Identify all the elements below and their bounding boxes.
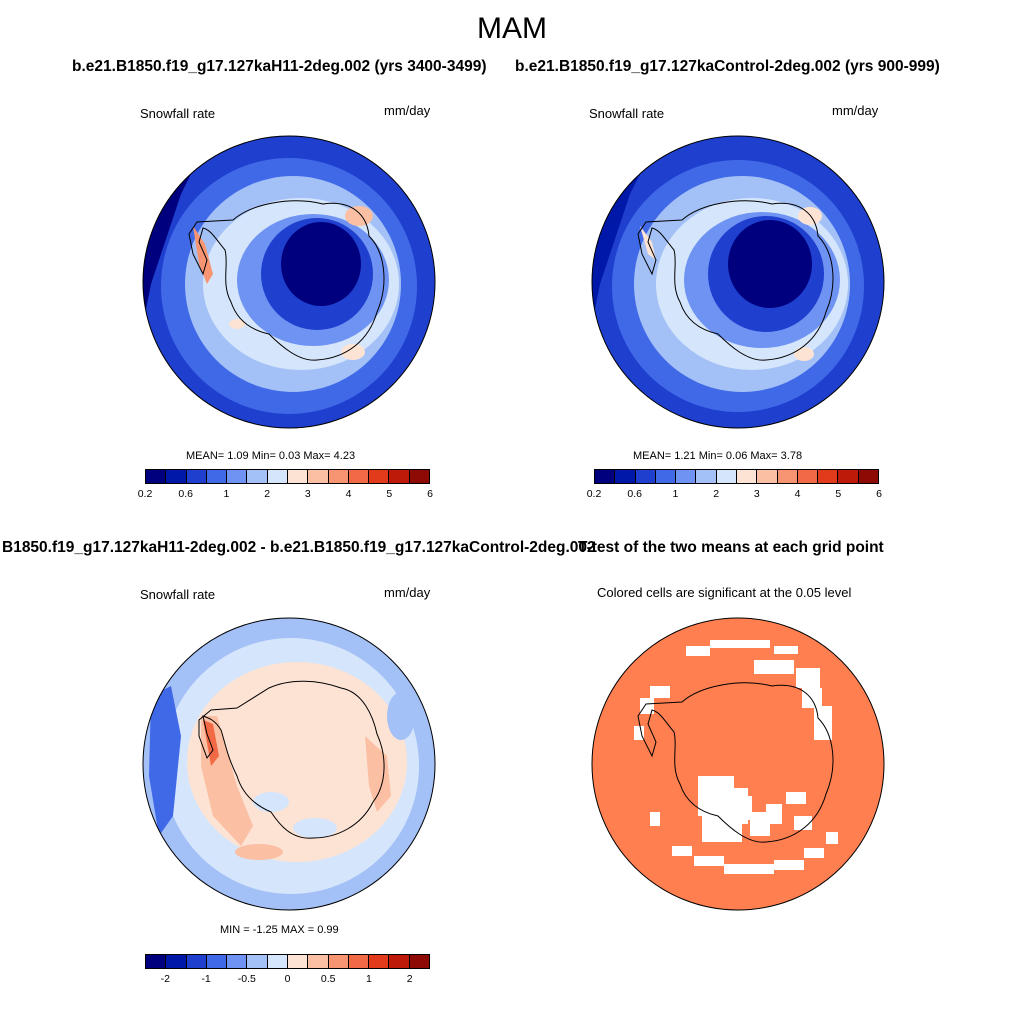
colorbar-swatch xyxy=(308,955,329,968)
colorbar-swatch xyxy=(858,470,878,483)
panel1-colorbar xyxy=(145,469,430,484)
panel2-variable-label: Snowfall rate xyxy=(589,106,665,121)
panel1-coastline xyxy=(188,200,385,361)
colorbar-swatch xyxy=(777,470,798,483)
panel2-heading: b.e21.B1850.f19_g17.127kaControl-2deg.00… xyxy=(515,58,940,75)
colorbar-tick-label: 0.6 xyxy=(627,488,643,500)
colorbar-swatch xyxy=(797,470,819,483)
colorbar-swatch xyxy=(696,470,717,483)
panel2-map xyxy=(591,135,885,429)
colorbar-tick-label: 4 xyxy=(794,488,801,500)
colorbar-swatch xyxy=(655,470,677,483)
colorbar-tick-label: -0.5 xyxy=(237,973,256,985)
panel4-subtitle: Colored cells are significant at the 0.0… xyxy=(597,585,852,600)
colorbar-tick-label: -1 xyxy=(201,973,211,985)
colorbar-tick-label: 1 xyxy=(366,973,372,985)
colorbar-tick-label: 4 xyxy=(345,488,352,500)
panel1-stats: MEAN= 1.09 Min= 0.03 Max= 4.23 xyxy=(186,450,356,462)
colorbar-swatch xyxy=(267,955,288,968)
panel3-units-label: mm/day xyxy=(384,585,431,600)
colorbar-tick-label: 2 xyxy=(406,973,413,985)
panel1-variable-label: Snowfall rate xyxy=(140,106,216,121)
colorbar-swatch xyxy=(146,470,167,483)
colorbar-tick-label: 5 xyxy=(835,488,842,500)
colorbar-swatch xyxy=(838,470,859,483)
colorbar-swatch xyxy=(186,955,207,968)
colorbar-swatch xyxy=(308,470,329,483)
colorbar-tick-label: 0.5 xyxy=(320,973,336,985)
colorbar-swatch xyxy=(328,955,349,968)
colorbar-swatch xyxy=(818,470,839,483)
colorbar-tick-label: 6 xyxy=(427,488,433,500)
colorbar-swatch xyxy=(369,470,390,483)
colorbar-swatch xyxy=(757,470,778,483)
colorbar-tick-label: 0.2 xyxy=(137,488,153,500)
colorbar-swatch xyxy=(676,470,697,483)
colorbar-swatch xyxy=(287,955,309,968)
panel3-colorbar xyxy=(145,954,430,969)
colorbar-swatch xyxy=(247,955,268,968)
colorbar-swatch xyxy=(328,470,349,483)
colorbar-tick-label: -2 xyxy=(160,973,171,985)
colorbar-tick-label: 5 xyxy=(386,488,393,500)
colorbar-swatch xyxy=(348,470,370,483)
panel3-coastline xyxy=(198,680,385,839)
colorbar-tick-label: 2 xyxy=(264,488,271,500)
panel4-coastline xyxy=(637,682,834,843)
panel4-map xyxy=(591,617,885,911)
colorbar-tick-label: 1 xyxy=(223,488,230,500)
panel2-stats: MEAN= 1.21 Min= 0.06 Max= 3.78 xyxy=(633,450,803,462)
colorbar-swatch xyxy=(716,470,737,483)
panel1-units-label: mm/day xyxy=(384,103,431,118)
colorbar-swatch xyxy=(206,955,228,968)
panel4-map-border xyxy=(591,617,885,911)
panel4-heading: T-test of the two means at each grid poi… xyxy=(578,539,884,556)
colorbar-swatch xyxy=(389,470,410,483)
panel3-stats: MIN = -1.25 MAX = 0.99 xyxy=(220,924,339,936)
colorbar-swatch xyxy=(267,470,288,483)
panel3-heading: B1850.f19_g17.127kaH11-2deg.002 - b.e21.… xyxy=(2,539,596,556)
colorbar-swatch xyxy=(736,470,758,483)
panel2-map-border xyxy=(591,135,885,429)
colorbar-swatch xyxy=(287,470,309,483)
colorbar-swatch xyxy=(166,470,187,483)
panel2-coastline xyxy=(637,200,834,361)
panel3-map xyxy=(142,617,436,911)
colorbar-tick-label: 2 xyxy=(713,488,720,500)
colorbar-swatch xyxy=(369,955,390,968)
panel1-map xyxy=(142,135,436,429)
panel1-heading: b.e21.B1850.f19_g17.127kaH11-2deg.002 (y… xyxy=(72,58,487,75)
colorbar-swatch xyxy=(146,955,167,968)
colorbar-swatch xyxy=(409,955,429,968)
colorbar-swatch xyxy=(409,470,429,483)
colorbar-swatch xyxy=(348,955,370,968)
panel3-map-border xyxy=(142,617,436,911)
colorbar-tick-label: 0 xyxy=(284,973,291,985)
colorbar-tick-label: 3 xyxy=(753,488,760,500)
colorbar-swatch xyxy=(595,470,616,483)
colorbar-tick-label: 0.2 xyxy=(586,488,602,500)
panel2-colorbar xyxy=(594,469,879,484)
panel3-variable-label: Snowfall rate xyxy=(140,587,216,602)
colorbar-swatch xyxy=(227,470,248,483)
colorbar-tick-label: 6 xyxy=(876,488,882,500)
colorbar-swatch xyxy=(635,470,656,483)
panel1-map-border xyxy=(142,135,436,429)
colorbar-tick-label: 3 xyxy=(304,488,311,500)
colorbar-swatch xyxy=(206,470,228,483)
colorbar-tick-label: 1 xyxy=(672,488,679,500)
panel2-units-label: mm/day xyxy=(832,103,879,118)
colorbar-swatch xyxy=(186,470,207,483)
colorbar-swatch xyxy=(615,470,636,483)
figure-title: MAM xyxy=(477,12,547,45)
colorbar-tick-label: 0.6 xyxy=(178,488,194,500)
colorbar-swatch xyxy=(166,955,187,968)
colorbar-swatch xyxy=(389,955,410,968)
colorbar-swatch xyxy=(247,470,268,483)
colorbar-swatch xyxy=(227,955,248,968)
